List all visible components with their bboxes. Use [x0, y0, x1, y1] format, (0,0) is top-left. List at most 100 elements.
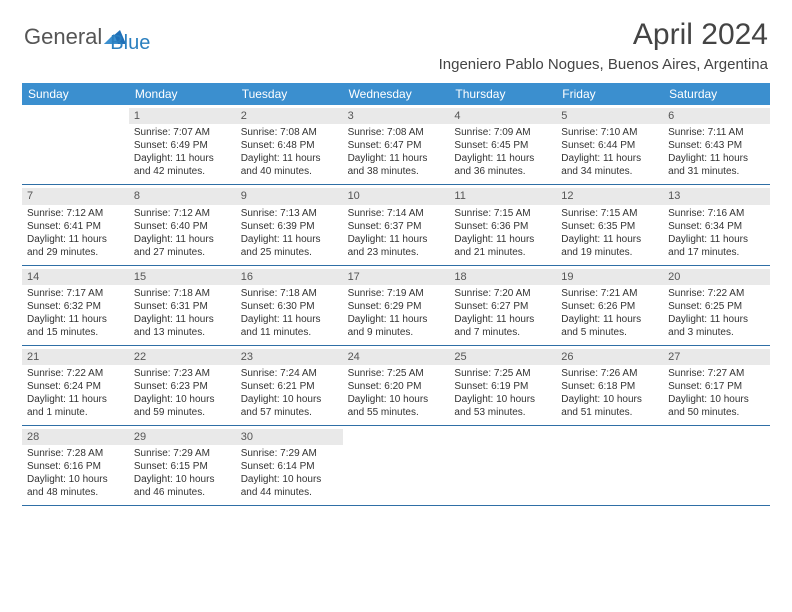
sunrise-text: Sunrise: 7:18 AM [241, 287, 338, 300]
day-number: 30 [236, 429, 343, 445]
sunset-text: Sunset: 6:49 PM [134, 139, 231, 152]
sunrise-text: Sunrise: 7:13 AM [241, 207, 338, 220]
daylight-text: Daylight: 11 hours and 27 minutes. [134, 233, 231, 259]
sunrise-text: Sunrise: 7:14 AM [348, 207, 445, 220]
day-number: 4 [449, 108, 556, 124]
daylight-text: Daylight: 11 hours and 9 minutes. [348, 313, 445, 339]
day-cell: 11Sunrise: 7:15 AMSunset: 6:36 PMDayligh… [449, 185, 556, 264]
day-number: 22 [129, 349, 236, 365]
week-row: 21Sunrise: 7:22 AMSunset: 6:24 PMDayligh… [22, 346, 770, 426]
day-number: 19 [556, 269, 663, 285]
day-cell: 19Sunrise: 7:21 AMSunset: 6:26 PMDayligh… [556, 266, 663, 345]
day-cell: 26Sunrise: 7:26 AMSunset: 6:18 PMDayligh… [556, 346, 663, 425]
day-cell: 5Sunrise: 7:10 AMSunset: 6:44 PMDaylight… [556, 105, 663, 184]
sunrise-text: Sunrise: 7:25 AM [454, 367, 551, 380]
daylight-text: Daylight: 11 hours and 23 minutes. [348, 233, 445, 259]
day-cell: 25Sunrise: 7:25 AMSunset: 6:19 PMDayligh… [449, 346, 556, 425]
week-row: 28Sunrise: 7:28 AMSunset: 6:16 PMDayligh… [22, 426, 770, 506]
day-number: 9 [236, 188, 343, 204]
day-cell: 30Sunrise: 7:29 AMSunset: 6:14 PMDayligh… [236, 426, 343, 505]
sunrise-text: Sunrise: 7:12 AM [27, 207, 124, 220]
sunset-text: Sunset: 6:31 PM [134, 300, 231, 313]
sunset-text: Sunset: 6:37 PM [348, 220, 445, 233]
day-cell: 6Sunrise: 7:11 AMSunset: 6:43 PMDaylight… [663, 105, 770, 184]
day-cell: 14Sunrise: 7:17 AMSunset: 6:32 PMDayligh… [22, 266, 129, 345]
sunrise-text: Sunrise: 7:29 AM [241, 447, 338, 460]
daylight-text: Daylight: 10 hours and 46 minutes. [134, 473, 231, 499]
sunset-text: Sunset: 6:21 PM [241, 380, 338, 393]
day-cell [663, 426, 770, 505]
daylight-text: Daylight: 10 hours and 57 minutes. [241, 393, 338, 419]
day-cell: 10 Sunrise: 7:14 AMSunset: 6:37 PMDayligh… [343, 185, 450, 264]
week-row: 7Sunrise: 7:12 AMSunset: 6:41 PMDaylight… [22, 185, 770, 265]
sunrise-text: Sunrise: 7:25 AM [348, 367, 445, 380]
daylight-text: Daylight: 11 hours and 42 minutes. [134, 152, 231, 178]
logo-text-general: General [24, 24, 102, 50]
day-cell [449, 426, 556, 505]
sunset-text: Sunset: 6:40 PM [134, 220, 231, 233]
daylight-text: Daylight: 10 hours and 55 minutes. [348, 393, 445, 419]
sunrise-text: Sunrise: 7:15 AM [454, 207, 551, 220]
day-cell: 29Sunrise: 7:29 AMSunset: 6:15 PMDayligh… [129, 426, 236, 505]
day-number: 24 [343, 349, 450, 365]
day-number: 23 [236, 349, 343, 365]
day-number: 15 [129, 269, 236, 285]
day-cell: 22Sunrise: 7:23 AMSunset: 6:23 PMDayligh… [129, 346, 236, 425]
sunset-text: Sunset: 6:43 PM [668, 139, 765, 152]
sunset-text: Sunset: 6:30 PM [241, 300, 338, 313]
day-number: 2 [236, 108, 343, 124]
sunrise-text: Sunrise: 7:19 AM [348, 287, 445, 300]
sunrise-text: Sunrise: 7:10 AM [561, 126, 658, 139]
day-number: 17 [343, 269, 450, 285]
sunset-text: Sunset: 6:17 PM [668, 380, 765, 393]
sunset-text: Sunset: 6:24 PM [27, 380, 124, 393]
daylight-text: Daylight: 11 hours and 25 minutes. [241, 233, 338, 259]
day-cell: 2Sunrise: 7:08 AMSunset: 6:48 PMDaylight… [236, 105, 343, 184]
sunset-text: Sunset: 6:34 PM [668, 220, 765, 233]
sunrise-text: Sunrise: 7:09 AM [454, 126, 551, 139]
day-number: 29 [129, 429, 236, 445]
sunrise-text: Sunrise: 7:17 AM [27, 287, 124, 300]
day-number: 16 [236, 269, 343, 285]
daylight-text: Daylight: 11 hours and 7 minutes. [454, 313, 551, 339]
sunrise-text: Sunrise: 7:11 AM [668, 126, 765, 139]
sunset-text: Sunset: 6:14 PM [241, 460, 338, 473]
daylight-text: Daylight: 11 hours and 5 minutes. [561, 313, 658, 339]
logo-text-blue: Blue [110, 32, 150, 55]
day-cell: 7Sunrise: 7:12 AMSunset: 6:41 PMDaylight… [22, 185, 129, 264]
sunset-text: Sunset: 6:39 PM [241, 220, 338, 233]
sunrise-text: Sunrise: 7:15 AM [561, 207, 658, 220]
sunset-text: Sunset: 6:23 PM [134, 380, 231, 393]
day-number: 8 [129, 188, 236, 204]
dow-cell: Monday [129, 83, 236, 105]
daylight-text: Daylight: 11 hours and 36 minutes. [454, 152, 551, 178]
sunset-text: Sunset: 6:26 PM [561, 300, 658, 313]
sunrise-text: Sunrise: 7:18 AM [134, 287, 231, 300]
sunrise-text: Sunrise: 7:20 AM [454, 287, 551, 300]
dow-cell: Friday [556, 83, 663, 105]
day-cell: 27Sunrise: 7:27 AMSunset: 6:17 PMDayligh… [663, 346, 770, 425]
month-title: April 2024 [439, 18, 768, 52]
sunset-text: Sunset: 6:35 PM [561, 220, 658, 233]
daylight-text: Daylight: 11 hours and 11 minutes. [241, 313, 338, 339]
sunrise-text: Sunrise: 7:12 AM [134, 207, 231, 220]
day-cell: 16 Sunrise: 7:18 AMSunset: 6:30 PMDayligh… [236, 266, 343, 345]
day-cell: 21Sunrise: 7:22 AMSunset: 6:24 PMDayligh… [22, 346, 129, 425]
dow-cell: Saturday [663, 83, 770, 105]
day-number: 10 [343, 188, 450, 204]
daylight-text: Daylight: 10 hours and 51 minutes. [561, 393, 658, 419]
daylight-text: Daylight: 11 hours and 40 minutes. [241, 152, 338, 178]
location-label: Ingeniero Pablo Nogues, Buenos Aires, Ar… [439, 56, 768, 73]
daylight-text: Daylight: 11 hours and 13 minutes. [134, 313, 231, 339]
day-number: 12 [556, 188, 663, 204]
dow-cell: Thursday [449, 83, 556, 105]
sunset-text: Sunset: 6:25 PM [668, 300, 765, 313]
sunset-text: Sunset: 6:44 PM [561, 139, 658, 152]
sunset-text: Sunset: 6:27 PM [454, 300, 551, 313]
day-number: 25 [449, 349, 556, 365]
sunrise-text: Sunrise: 7:29 AM [134, 447, 231, 460]
sunset-text: Sunset: 6:18 PM [561, 380, 658, 393]
day-number: 6 [663, 108, 770, 124]
day-cell: 8 Sunrise: 7:12 AMSunset: 6:40 PMDaylight… [129, 185, 236, 264]
day-number: 18 [449, 269, 556, 285]
